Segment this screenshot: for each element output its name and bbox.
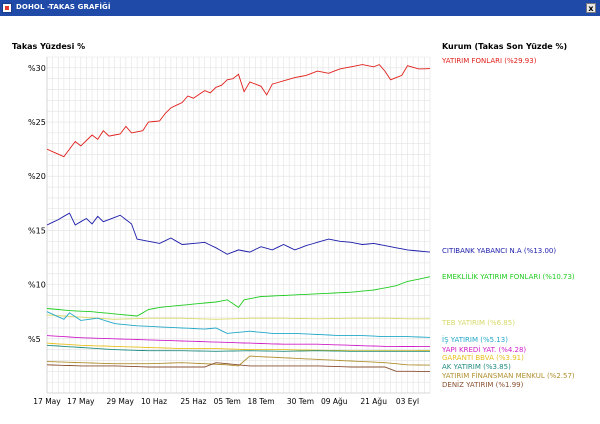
series-line: [46, 314, 430, 320]
x-axis: 17 May 17 May 29 May 10 Haz 25 Haz 05 Tem 18 T…: [33, 397, 419, 406]
x-tick-label: 25 Haz: [180, 397, 206, 406]
grid: [46, 56, 431, 394]
legend-entry: YAPI KREDİ YAT. (%4.28): [441, 345, 526, 354]
legend-title: Kurum (Takas Son Yüzde %): [442, 42, 567, 51]
legend-entry: EMEKLİLİK YATIRIM FONLARI (%10.73): [442, 272, 575, 281]
x-tick-label: 21 Ağu: [360, 397, 387, 406]
legend-entry: AK YATIRIM (%3.85): [442, 363, 511, 371]
y-axis: %30 %25 %20 %15 %10 %5: [28, 64, 46, 344]
x-tick-label: 05 Tem: [214, 397, 241, 406]
x-tick-label: 09 Ağu: [321, 397, 348, 406]
series-line: [46, 64, 431, 158]
legend: YATIRIM FONLARI (%29.93) CITIBANK YABANCI…: [441, 57, 575, 389]
series-line: [46, 344, 430, 352]
close-button[interactable]: x: [586, 3, 596, 13]
series-line: [46, 362, 430, 372]
legend-entry: GARANTİ BBVA (%3.91): [442, 353, 524, 362]
y-tick-label: %5: [28, 335, 41, 344]
x-tick-label: 10 Haz: [141, 397, 167, 406]
legend-entry: DENİZ YATIRIM (%1.99): [442, 380, 524, 389]
series-line: [46, 276, 431, 317]
legend-entry: YATIRIM FONLARI (%29.93): [441, 57, 537, 65]
y-tick-label: %10: [28, 281, 46, 290]
window-title: DOHOL -TAKAS GRAFİĞİ: [16, 3, 111, 11]
series-line: [46, 342, 430, 352]
y-tick-label: %20: [28, 172, 46, 181]
app-icon: [2, 3, 12, 13]
x-tick-label: 03 Eyl: [396, 397, 419, 406]
legend-entry: TEB YATIRIM (%6.85): [441, 319, 515, 327]
window-titlebar: DOHOL -TAKAS GRAFİĞİ x: [0, 0, 600, 16]
x-tick-label: 17 May: [33, 397, 61, 406]
series-line: [46, 355, 430, 367]
y-tick-label: %30: [28, 64, 46, 73]
series-line: [46, 335, 430, 348]
legend-entry: CITIBANK YABANCI N.A (%13.00): [442, 247, 556, 255]
takas-chart: Takas Yüzdesi % Kurum (Takas Son Yüzde %…: [12, 42, 575, 406]
series-line: [46, 311, 431, 338]
y-axis-label: Takas Yüzdesi %: [12, 42, 85, 51]
series-line: [46, 212, 431, 255]
y-tick-label: %15: [28, 226, 46, 235]
legend-entry: YATIRIM FİNANSMAN MENKUL (%2.57): [441, 371, 575, 380]
x-tick-label: 29 May: [107, 397, 135, 406]
y-tick-label: %25: [28, 118, 46, 127]
x-tick-label: 17 May: [67, 397, 95, 406]
x-tick-label: 30 Tem: [287, 397, 314, 406]
x-tick-label: 18 Tem: [247, 397, 274, 406]
legend-entry: İŞ YATIRIM (%5.13): [442, 335, 508, 344]
series-lines: [46, 64, 431, 372]
